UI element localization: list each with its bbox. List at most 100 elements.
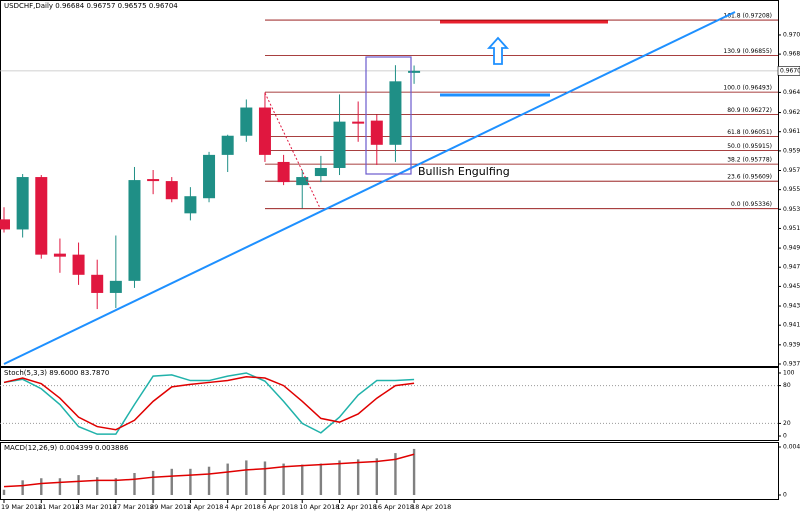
y-tick-label: 0.93795 xyxy=(783,360,800,367)
candle-body xyxy=(370,120,383,145)
macd-bar xyxy=(2,489,6,496)
candle-body xyxy=(352,121,365,124)
y-tick-label: 0 xyxy=(783,492,787,499)
fib-label: 161.8 (0.97208) xyxy=(723,13,772,20)
macd-bar xyxy=(301,464,304,496)
y-tick-label: 0.004581 xyxy=(783,444,800,451)
stoch-panel xyxy=(0,367,779,441)
macd-bar xyxy=(40,478,43,496)
y-tick-label: 0.94755 xyxy=(783,264,800,271)
y-tick-label: 20 xyxy=(783,420,791,427)
macd-bar xyxy=(394,453,397,496)
signal-line xyxy=(3,453,415,488)
x-tick-label: 29 Mar 2018 xyxy=(150,503,191,511)
candle-body xyxy=(277,161,290,183)
fib-label: 61.8 (0.96051) xyxy=(727,129,772,136)
macd-bar xyxy=(58,478,62,496)
macd-bar xyxy=(77,475,80,496)
candle-body xyxy=(258,107,271,155)
x-tick-label: 2 Apr 2018 xyxy=(187,503,223,511)
macd-bar xyxy=(133,472,136,496)
chart-title: USDCHF,Daily 0.96684 0.96757 0.96575 0.9… xyxy=(4,2,178,10)
x-tick-label: 12 Apr 2018 xyxy=(337,503,377,511)
x-tick-label: 19 Mar 2018 xyxy=(1,503,42,511)
y-tick-label: 80 xyxy=(783,382,791,389)
macd-panel xyxy=(0,442,779,500)
pattern-box xyxy=(365,56,412,175)
fib-label: 130.9 (0.96855) xyxy=(723,48,772,55)
fib-label: 50.0 (0.95915) xyxy=(727,143,772,150)
candle-body xyxy=(0,219,10,230)
candle-body xyxy=(296,177,309,186)
candle-body xyxy=(91,274,104,293)
candle-body xyxy=(109,280,122,293)
candle-body xyxy=(333,121,346,168)
y-tick-label: 100 xyxy=(783,369,795,376)
macd-bar xyxy=(356,459,360,496)
x-tick-label: 21 Mar 2018 xyxy=(38,503,79,511)
candle-body xyxy=(184,196,197,214)
main-panel xyxy=(0,0,779,367)
y-tick-label: 0.95330 xyxy=(783,206,800,213)
macd-title: MACD(12,26,9) 0.004399 0.003886 xyxy=(4,444,129,452)
stoch-title: Stoch(5,3,3) 89.6000 83.7870 xyxy=(4,369,109,377)
macd-bar xyxy=(412,448,416,496)
y-tick-label: 0 xyxy=(783,433,787,440)
y-tick-label: 0.96290 xyxy=(783,109,800,116)
candle-body xyxy=(53,253,66,257)
candle-body xyxy=(240,107,253,136)
y-tick-label: 0.95715 xyxy=(783,167,800,174)
x-tick-label: 10 Apr 2018 xyxy=(299,503,339,511)
candle-body xyxy=(16,177,29,230)
last-price-box xyxy=(777,66,800,76)
fib-anchor-line xyxy=(264,92,321,209)
y-tick-label: 0.97060 xyxy=(783,31,800,38)
x-tick-label: 6 Apr 2018 xyxy=(262,503,298,511)
macd-bar xyxy=(263,461,267,496)
macd-bar xyxy=(282,463,285,496)
macd-bar xyxy=(319,463,323,496)
fib-label: 38.2 (0.95778) xyxy=(727,157,772,164)
x-tick-label: 23 Mar 2018 xyxy=(76,503,117,511)
y-tick-label: 0.96100 xyxy=(783,128,800,135)
stoch-line xyxy=(3,372,415,435)
x-tick-label: 18 Apr 2018 xyxy=(411,503,451,511)
stoch-line xyxy=(3,376,415,431)
candle-body xyxy=(389,81,402,145)
fib-label: 80.9 (0.96272) xyxy=(727,107,772,114)
fib-label: 23.6 (0.95609) xyxy=(727,174,772,181)
up-arrow xyxy=(486,36,510,65)
macd-bar xyxy=(151,470,155,496)
last-price-label: 0.96704 xyxy=(780,67,800,74)
candle-body xyxy=(408,70,421,73)
macd-bar xyxy=(189,468,192,496)
y-tick-label: 0.95525 xyxy=(783,186,800,193)
pattern-label: Bullish Engulfing xyxy=(418,165,510,178)
macd-bar xyxy=(245,460,248,496)
y-tick-label: 0.94370 xyxy=(783,303,800,310)
y-tick-label: 0.93985 xyxy=(783,341,800,348)
y-tick-label: 0.96490 xyxy=(783,89,800,96)
candle-body xyxy=(72,254,85,275)
candle-body xyxy=(35,177,48,255)
fib-label: 0.0 (0.95336) xyxy=(731,201,772,208)
fib-label: 100.0 (0.96493) xyxy=(723,85,772,92)
y-tick-label: 0.94945 xyxy=(783,245,800,252)
macd-bar xyxy=(21,480,24,496)
y-tick-label: 0.96870 xyxy=(783,51,800,58)
y-tick-label: 0.95140 xyxy=(783,225,800,232)
macd-bar xyxy=(226,463,229,496)
candle-body xyxy=(221,135,234,155)
y-tick-label: 0.95910 xyxy=(783,147,800,154)
macd-bar xyxy=(114,478,118,496)
candle-body xyxy=(147,179,160,182)
x-tick-label: 4 Apr 2018 xyxy=(225,503,261,511)
candle-body xyxy=(128,180,141,281)
trendline xyxy=(3,11,736,365)
macd-bar xyxy=(96,477,99,496)
macd-bar xyxy=(338,460,341,496)
macd-bar xyxy=(170,468,173,496)
candle-body xyxy=(165,181,178,200)
candle-body xyxy=(203,154,216,199)
